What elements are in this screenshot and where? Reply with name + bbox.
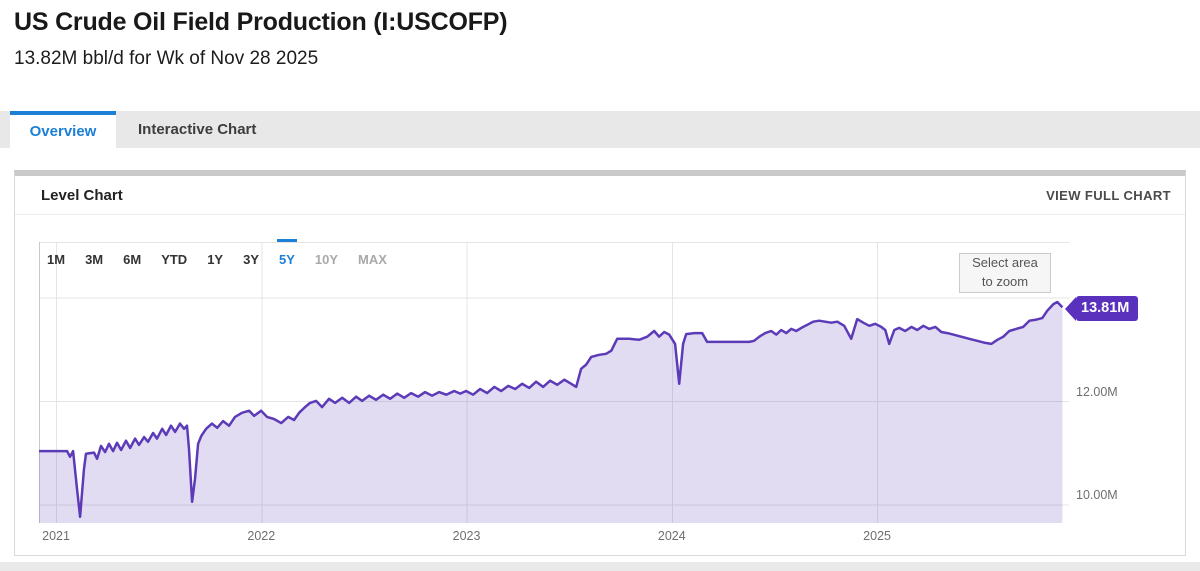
level-chart-card: Level Chart VIEW FULL CHART 1M 3M 6M YTD 1Y 3… — [14, 170, 1186, 556]
x-axis-label: 2022 — [247, 529, 276, 543]
tab-overview-label: Overview — [29, 123, 97, 140]
range-button-1y[interactable]: 1Y — [207, 252, 224, 267]
range-button-ytd[interactable]: YTD — [161, 252, 188, 267]
tab-bar: Overview Interactive Chart — [0, 111, 1200, 148]
tag-arrow-icon — [1065, 296, 1076, 321]
card-header: Level Chart VIEW FULL CHART — [15, 176, 1185, 215]
zoom-hint-line1: Select area — [972, 255, 1038, 271]
y-axis-label: 12.00M — [1076, 384, 1118, 399]
range-button-10y: 10Y — [314, 252, 339, 267]
view-full-chart-link[interactable]: VIEW FULL CHART — [1046, 187, 1171, 203]
card-title: Level Chart — [41, 186, 123, 204]
tab-overview[interactable]: Overview — [10, 111, 116, 148]
chart-svg — [39, 242, 1069, 523]
chart-area: 1M 3M 6M YTD 1Y 3Y 5Y 10Y MAX Select area to zoo… — [15, 215, 1185, 553]
x-axis-label: 2024 — [657, 529, 686, 543]
series-area-fill — [39, 302, 1063, 523]
last-value-label: 13.81M — [1076, 296, 1139, 321]
x-axis-label: 2025 — [863, 529, 891, 543]
page-title: US Crude Oil Field Production (I:USCOFP) — [14, 8, 508, 36]
bottom-strip — [0, 562, 1200, 571]
range-toolbar: 1M 3M 6M YTD 1Y 3Y 5Y 10Y MAX — [47, 239, 387, 269]
range-button-3m[interactable]: 3M — [85, 252, 104, 267]
page-subtitle: 13.82M bbl/d for Wk of Nov 28 2025 — [14, 48, 319, 69]
production-area-chart[interactable] — [39, 242, 1069, 523]
tab-interactive-chart[interactable]: Interactive Chart — [116, 111, 278, 148]
zoom-hint-line2: to zoom — [981, 274, 1029, 289]
tab-interactive-chart-label: Interactive Chart — [138, 121, 257, 138]
zoom-hint: Select area to zoom — [959, 253, 1051, 293]
series-line — [39, 300, 1064, 519]
x-axis-label: 2023 — [452, 529, 481, 543]
range-button-max: MAX — [358, 252, 387, 267]
range-button-6m[interactable]: 6M — [123, 252, 142, 267]
x-axis-label: 2021 — [42, 529, 70, 543]
range-button-3y[interactable]: 3Y — [243, 252, 259, 267]
range-button-1m[interactable]: 1M — [47, 252, 66, 267]
range-button-5y[interactable]: 5Y — [277, 239, 297, 267]
last-value-tag: 13.81M — [1065, 296, 1139, 321]
y-axis-label: 10.00M — [1076, 488, 1118, 503]
